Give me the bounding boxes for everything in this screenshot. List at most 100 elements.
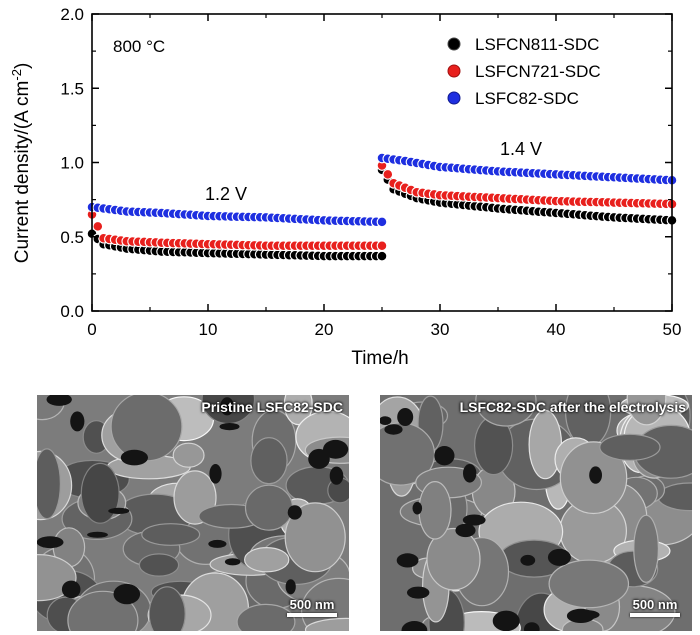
- sem-grain: [37, 448, 61, 520]
- series-lsfc82-sdc: [86, 152, 678, 228]
- data-point: [382, 169, 394, 180]
- legend-item-lsfcn721: LSFCN721-SDC: [447, 62, 601, 81]
- sem-pore: [120, 449, 148, 466]
- x-tick-label: 50: [663, 320, 682, 339]
- sem-pore: [380, 416, 392, 425]
- sem-pore: [401, 621, 428, 631]
- legend: LSFCN811-SDC LSFCN721-SDC LSFC82-SDC: [447, 35, 601, 108]
- sem-grain: [243, 546, 290, 573]
- x-axis-label: Time/h: [351, 348, 408, 369]
- legend-item-lsfcn811: LSFCN811-SDC: [447, 35, 599, 54]
- y-tick-label: 1.0: [60, 154, 84, 173]
- scale-bar-line-pristine: [287, 613, 337, 617]
- sem-grain: [141, 523, 201, 546]
- sem-pore: [397, 408, 414, 426]
- scale-bar-pristine: 500 nm: [287, 597, 337, 617]
- sem-grain: [304, 617, 349, 631]
- legend-label-lsfcn721: LSFCN721-SDC: [475, 62, 601, 81]
- sem-grain: [244, 484, 294, 531]
- sem-pore: [37, 536, 64, 549]
- sem-grain: [250, 437, 288, 485]
- sem-pore: [70, 411, 85, 432]
- sem-micrograph-after-electrolysis: [380, 395, 692, 631]
- sem-grain: [475, 395, 537, 427]
- legend-label-lsfcn811: LSFCN811-SDC: [475, 35, 599, 54]
- data-point: [376, 240, 388, 252]
- sem-grain: [633, 514, 660, 583]
- scale-bar-after-electrolysis: 500 nm: [630, 597, 680, 617]
- y-axis-label-superscript: -2: [9, 69, 24, 81]
- sem-pore: [61, 580, 81, 599]
- sem-pore: [407, 586, 430, 599]
- data-points-layer: [86, 152, 678, 262]
- scale-bar-label-after-electrolysis: 500 nm: [632, 597, 678, 612]
- scale-bar-line-after-electrolysis: [630, 613, 680, 617]
- x-tick-label: 0: [87, 320, 96, 339]
- sem-image-after-electrolysis: LSFC82-SDC after the electrolysis 500 nm: [380, 395, 692, 631]
- x-tick-label: 40: [547, 320, 566, 339]
- current-density-chart: 0.0 0.5 1.0 1.5 2.0 0 10 20 30 40 50 Time/h Curre…: [9, 5, 682, 369]
- sem-grain: [283, 395, 313, 426]
- sem-pore: [455, 523, 476, 538]
- sem-pore: [462, 514, 486, 526]
- legend-marker-lsfcn721: [447, 64, 461, 78]
- sem-pore: [329, 466, 344, 485]
- y-tick-label: 0.0: [60, 302, 84, 321]
- y-tick-label: 2.0: [60, 5, 84, 24]
- y-axis-label-close: ): [12, 63, 33, 69]
- sem-pore: [224, 558, 241, 566]
- data-point: [376, 216, 388, 228]
- series-lsfcn721-sdc: [86, 160, 678, 252]
- x-tick-label: 20: [315, 320, 334, 339]
- y-tick-label: 1.5: [60, 79, 84, 98]
- sem-grain: [148, 586, 186, 631]
- sem-pore: [492, 610, 520, 631]
- sem-pore: [520, 554, 536, 566]
- sem-pore: [589, 466, 602, 484]
- y-tick-labels: 0.0 0.5 1.0 1.5 2.0: [60, 5, 84, 321]
- sem-pore: [287, 505, 302, 520]
- sem-title-after-electrolysis: LSFC82-SDC after the electrolysis: [459, 399, 686, 415]
- sem-pore: [384, 424, 403, 435]
- sem-grain: [599, 433, 661, 461]
- sem-pore: [412, 501, 423, 515]
- sem-pore: [547, 548, 571, 566]
- sem-pore: [87, 531, 108, 538]
- sem-pore: [108, 507, 130, 514]
- legend-label-lsfc82: LSFC82-SDC: [475, 89, 579, 108]
- sem-pore: [524, 622, 540, 631]
- sem-grain: [426, 527, 481, 591]
- sem-pore: [113, 583, 141, 605]
- sem-grain: [138, 553, 180, 577]
- sem-grain: [548, 559, 630, 609]
- sem-pore: [219, 423, 240, 431]
- x-tick-label: 30: [431, 320, 450, 339]
- legend-marker-lsfcn811: [447, 37, 461, 51]
- sem-title-pristine: Pristine LSFC82-SDC: [201, 399, 343, 415]
- sem-grain: [236, 603, 296, 631]
- sem-pore: [46, 395, 72, 406]
- y-tick-label: 0.5: [60, 228, 84, 247]
- sem-pore: [396, 553, 419, 568]
- sem-pore: [463, 464, 477, 483]
- sem-pore: [220, 397, 234, 416]
- voltage-1-2-annotation: 1.2 V: [205, 184, 247, 204]
- axis-ticks: [91, 13, 673, 312]
- sem-micrograph-pristine: [37, 395, 349, 631]
- sem-pore: [566, 608, 595, 623]
- sem-grain: [80, 462, 120, 524]
- data-point: [376, 250, 388, 262]
- sem-pore: [208, 539, 227, 548]
- sem-grain: [301, 577, 349, 631]
- legend-item-lsfc82: LSFC82-SDC: [447, 89, 579, 108]
- sem-grain: [110, 395, 183, 462]
- x-tick-label: 10: [199, 320, 218, 339]
- sem-grain: [626, 395, 667, 426]
- temperature-annotation: 800 °C: [113, 37, 165, 56]
- sem-pore: [209, 464, 222, 484]
- sem-pore: [434, 446, 455, 466]
- sem-grain: [172, 442, 205, 468]
- sem-pore: [308, 448, 330, 469]
- sem-image-pristine: Pristine LSFC82-SDC 500 nm: [37, 395, 349, 631]
- data-point: [92, 221, 104, 232]
